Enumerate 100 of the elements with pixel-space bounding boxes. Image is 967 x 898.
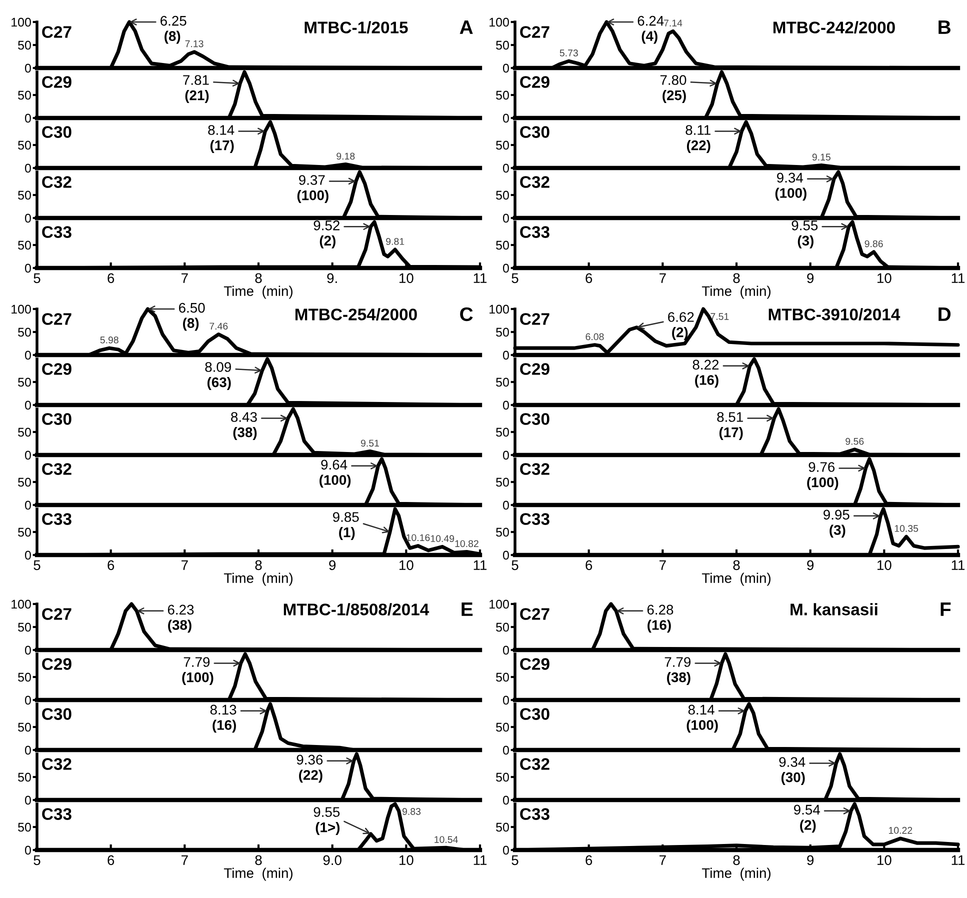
x-tick-label: 8 xyxy=(255,273,262,284)
annotation: 9.34 (30) xyxy=(779,757,806,785)
annotation: C33 xyxy=(520,513,550,525)
x-tick-label: 5 xyxy=(34,560,40,570)
x-tick-label: 9 xyxy=(807,855,814,866)
annotation: 9.64 (100) xyxy=(320,460,351,488)
y-tick-label: 50 xyxy=(18,528,31,537)
y-tick-label: 0 xyxy=(24,646,31,655)
annotation: C27 xyxy=(520,26,550,38)
annotation: C32 xyxy=(520,758,550,770)
annotation: C32 xyxy=(42,176,72,188)
annotation: 9.34 (100) xyxy=(775,172,806,201)
annotation: 6.25 (8) xyxy=(160,16,186,44)
y-tick-label: 0 xyxy=(24,114,31,123)
y-tick-label: 50 xyxy=(496,140,509,150)
annotation: F xyxy=(940,602,951,616)
y-tick-label: 50 xyxy=(496,672,509,682)
annotation: 8.09 (63) xyxy=(205,362,231,390)
annotation: 5.73 xyxy=(560,50,578,56)
annotation: 7.79 (100) xyxy=(182,657,214,685)
annotation: C33 xyxy=(520,226,550,238)
annotation: C30 xyxy=(520,126,550,138)
x-tick-label: 8 xyxy=(255,560,262,570)
annotation: C33 xyxy=(42,808,72,820)
x-tick-label: 6 xyxy=(108,855,114,866)
annotation: 9.85 (1) xyxy=(332,512,359,540)
y-tick-label: 50 xyxy=(496,622,509,632)
annotation: 6.50 (8) xyxy=(179,302,205,331)
y-tick-label: 50 xyxy=(496,722,509,732)
annotation: 10.22 xyxy=(888,826,912,834)
chart-title: MTBC-254/2000 xyxy=(295,308,417,321)
y-tick-label: 50 xyxy=(496,478,509,487)
y-tick-label: 50 xyxy=(18,90,31,100)
y-tick-label: 0 xyxy=(502,500,509,510)
annotation: 7.80 (25) xyxy=(660,75,686,103)
x-tick-label: 10 xyxy=(878,273,892,284)
x-tick-label: 7 xyxy=(182,560,188,570)
x-tick-label: 7 xyxy=(660,855,666,865)
annotation: 9.51 xyxy=(360,440,379,447)
y-tick-label: 50 xyxy=(18,722,31,732)
x-axis-title: Time (min) xyxy=(702,868,770,881)
x-tick-label: 5 xyxy=(512,560,518,570)
annotation: 8.22 (16) xyxy=(692,360,719,388)
y-tick-label: 100 xyxy=(12,600,31,609)
y-tick-label: 0 xyxy=(24,400,31,410)
y-tick-label: 100 xyxy=(490,304,509,314)
chart-title: MTBC-3910/2014 xyxy=(768,308,900,321)
y-tick-label: 50 xyxy=(18,328,31,337)
annotation: C29 xyxy=(520,363,550,375)
y-tick-label: 100 xyxy=(12,18,31,27)
x-tick-label: 10 xyxy=(878,855,892,866)
annotation: C30 xyxy=(520,708,550,720)
y-tick-label: 50 xyxy=(496,190,509,200)
y-tick-label: 0 xyxy=(502,796,509,805)
annotation: C27 xyxy=(42,26,72,38)
annotation: 9.52 (2) xyxy=(314,220,340,248)
annotation: 7.14 xyxy=(664,20,682,26)
y-tick-label: 0 xyxy=(502,646,509,655)
annotation: C27 xyxy=(42,608,72,620)
y-tick-label: 0 xyxy=(502,350,509,360)
y-tick-label: 0 xyxy=(24,796,31,805)
x-tick-label: 7 xyxy=(660,560,666,570)
x-tick-label: 11 xyxy=(952,560,965,570)
annotation: C30 xyxy=(42,126,72,138)
annotation: C33 xyxy=(520,808,550,820)
y-tick-label: 50 xyxy=(18,822,31,832)
x-tick-label: 10 xyxy=(878,560,892,570)
annotation: C29 xyxy=(42,363,72,375)
x-tick-label: 8 xyxy=(733,273,740,284)
x-tick-label: 11 xyxy=(474,560,487,570)
y-tick-label: 50 xyxy=(496,40,509,50)
x-tick-label: 6 xyxy=(586,855,592,866)
x-axis-title: Time (min) xyxy=(224,572,292,586)
annotation: C33 xyxy=(42,513,72,525)
annotation: 8.11 (22) xyxy=(686,125,710,153)
x-tick-label: 11 xyxy=(474,273,487,283)
x-tick-label: 6 xyxy=(586,273,592,284)
y-tick-label: 0 xyxy=(24,164,31,173)
annotation: 7.81 (21) xyxy=(183,75,209,103)
y-tick-label: 50 xyxy=(18,622,31,632)
annotation: C29 xyxy=(520,658,550,670)
x-tick-label: 8 xyxy=(733,855,740,866)
annotation: C27 xyxy=(42,313,72,325)
annotation: 9.36 (22) xyxy=(296,754,323,783)
y-tick-label: 100 xyxy=(490,18,509,27)
annotation: 10.82 xyxy=(455,540,478,548)
y-tick-label: 50 xyxy=(496,428,509,437)
x-tick-label: 9. xyxy=(327,273,337,284)
y-tick-label: 0 xyxy=(502,550,509,560)
x-tick-label: 6 xyxy=(586,560,592,570)
chart-title: MTBC-242/2000 xyxy=(773,21,895,34)
y-tick-label: 0 xyxy=(24,64,31,73)
y-tick-label: 50 xyxy=(496,772,509,782)
x-tick-label: 8 xyxy=(255,855,262,866)
y-tick-label: 50 xyxy=(496,378,509,387)
y-tick-label: 50 xyxy=(496,90,509,100)
y-tick-label: 0 xyxy=(24,264,31,273)
annotation: 10.49 xyxy=(430,535,454,542)
y-tick-label: 0 xyxy=(24,550,31,560)
y-tick-label: 50 xyxy=(496,328,509,337)
